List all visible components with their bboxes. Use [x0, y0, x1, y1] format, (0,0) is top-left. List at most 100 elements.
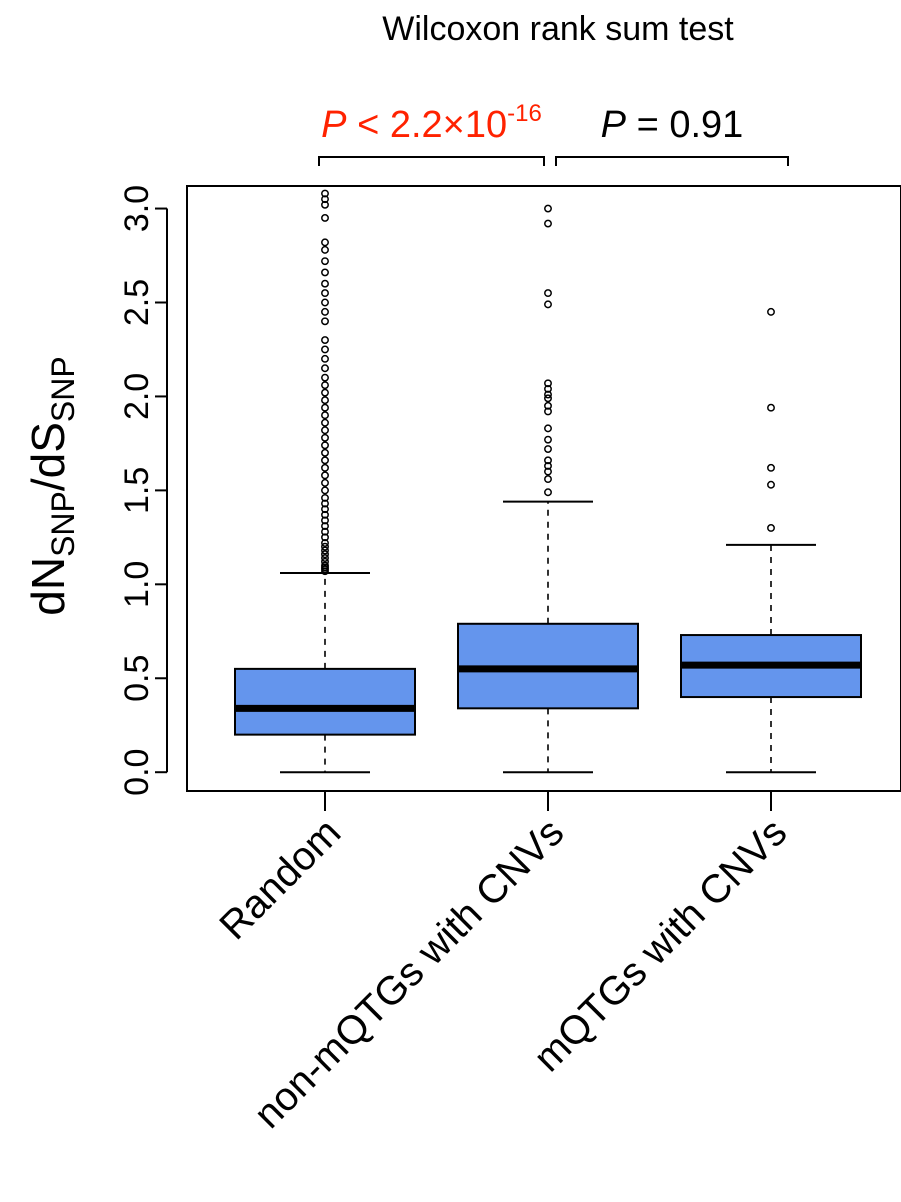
- outlier-point: [544, 379, 552, 388]
- y-tick-label: 2.0: [118, 373, 156, 420]
- y-tick-label: 0.0: [118, 749, 156, 796]
- outlier-point: [321, 317, 329, 326]
- outlier-point: [321, 441, 329, 450]
- outlier-point: [321, 381, 329, 390]
- outlier-point: [321, 510, 329, 519]
- outlier-point: [321, 245, 329, 254]
- y-axis: 0.0 0.5 1.0 1.5 2.0 2.5 3.0: [118, 185, 168, 796]
- outlier-point: [544, 407, 552, 416]
- outlier-point: [321, 533, 329, 542]
- outlier-point: [767, 307, 775, 316]
- outlier-point: [321, 418, 329, 427]
- boxes: [234, 189, 862, 774]
- outlier-point: [321, 522, 329, 531]
- p-symbol: P: [601, 104, 627, 146]
- outlier-point: [544, 467, 552, 476]
- y-tick-label: 0.5: [118, 655, 156, 702]
- chart-title: Wilcoxon rank sum test: [382, 10, 734, 48]
- outlier-point: [544, 475, 552, 484]
- outlier-point: [321, 463, 329, 472]
- outlier-point: [544, 445, 552, 453]
- box-group-1: [457, 204, 639, 774]
- outlier-point: [321, 298, 329, 307]
- outlier-point: [544, 219, 552, 228]
- y-label-sub-1: SNP: [45, 491, 81, 557]
- bracket-0: P < 2.2×10-16: [318, 100, 545, 166]
- outlier-point: [767, 403, 775, 412]
- y-tick-label: 3.0: [118, 185, 156, 232]
- outlier-point: [321, 268, 329, 277]
- p-relation: =: [626, 104, 669, 146]
- outlier-point: [321, 289, 329, 298]
- outlier-point: [544, 204, 552, 213]
- outlier-point: [321, 364, 329, 373]
- bracket-1: P = 0.91: [555, 104, 789, 166]
- outlier-point: [321, 238, 329, 247]
- p-value: 2.2×10: [390, 104, 507, 146]
- outlier-point: [321, 499, 329, 508]
- outlier-point: [321, 279, 329, 288]
- outlier-point: [544, 384, 552, 393]
- outlier-point: [321, 189, 329, 198]
- y-tick-label: 2.5: [118, 279, 156, 326]
- outlier-point: [321, 542, 329, 551]
- outlier-point: [321, 486, 329, 495]
- outlier-point: [767, 480, 775, 489]
- outlier-point: [321, 354, 329, 363]
- svg-text:dNSNP/dSSNP: dNSNP/dSSNP: [22, 356, 81, 615]
- outlier-point: [321, 411, 329, 420]
- outlier-point: [544, 488, 552, 497]
- outlier-point: [321, 478, 329, 487]
- outlier-point: [544, 401, 552, 410]
- box-group-0: [234, 189, 416, 774]
- outlier-point: [321, 516, 329, 525]
- outlier-point: [321, 388, 329, 397]
- outlier-point: [544, 456, 552, 465]
- outlier-point: [321, 433, 329, 442]
- y-axis-label: dNSNP/dSSNP: [22, 356, 81, 615]
- outlier-point: [321, 307, 329, 316]
- outlier-point: [767, 524, 775, 532]
- x-tick-label-2: mQTGs with CNVs: [525, 810, 795, 1080]
- outlier-point: [321, 505, 329, 514]
- outlier-point: [544, 390, 552, 399]
- p-symbol: P: [321, 104, 347, 146]
- y-tick-label: 1.5: [118, 467, 156, 514]
- outlier-point: [321, 471, 329, 480]
- outlier-point: [321, 396, 329, 405]
- outlier-point: [544, 289, 552, 298]
- outlier-point: [321, 554, 329, 562]
- outlier-point: [321, 213, 329, 222]
- outlier-point: [544, 394, 552, 403]
- y-label-main-2: /dS: [22, 422, 74, 491]
- iqr-box: [234, 667, 416, 736]
- outlier-point: [321, 448, 329, 457]
- outlier-point: [321, 257, 329, 266]
- y-tick-label: 1.0: [118, 561, 156, 608]
- outlier-point: [321, 550, 329, 559]
- outlier-point: [321, 493, 329, 502]
- bracket-line: [555, 156, 789, 166]
- box-group-2: [680, 307, 862, 774]
- p-relation: <: [347, 104, 390, 146]
- outlier-point: [544, 462, 552, 470]
- p-exponent: -16: [507, 100, 542, 127]
- p-value-label-1: P = 0.91: [601, 104, 744, 146]
- outlier-point: [321, 403, 329, 412]
- outlier-point: [544, 424, 552, 433]
- outlier-point: [321, 561, 329, 570]
- outlier-point: [767, 463, 775, 472]
- p-value: 0.91: [669, 104, 743, 146]
- outlier-point: [321, 373, 329, 382]
- outlier-point: [321, 200, 329, 209]
- outlier-point: [321, 195, 329, 204]
- outlier-point: [321, 345, 329, 354]
- bracket-line: [318, 156, 545, 166]
- outlier-point: [544, 435, 552, 444]
- p-value-label-0: P < 2.2×10-16: [321, 100, 542, 146]
- x-tick-label-0: Random: [211, 810, 349, 948]
- outlier-point: [321, 539, 329, 547]
- outlier-point: [321, 557, 329, 566]
